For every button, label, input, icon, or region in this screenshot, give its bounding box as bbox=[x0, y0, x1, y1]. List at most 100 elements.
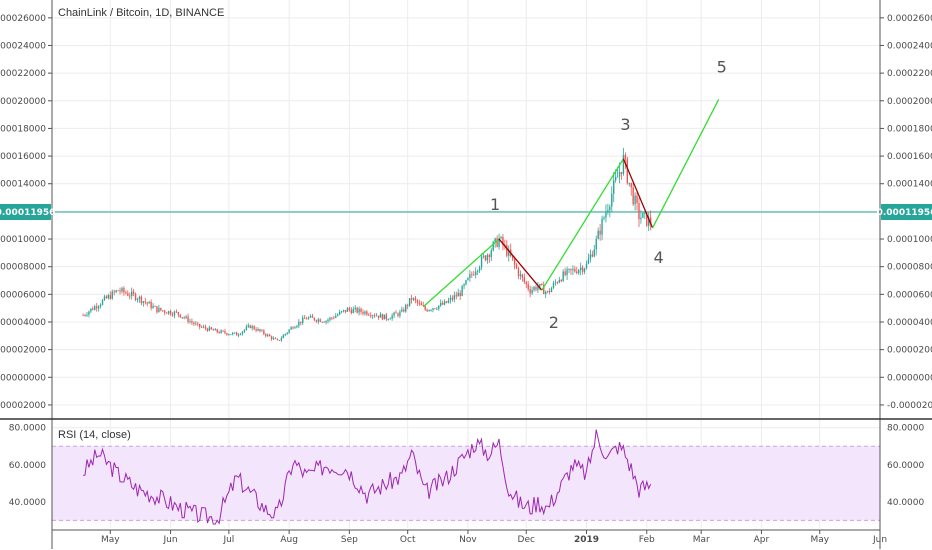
candle-body bbox=[496, 238, 498, 247]
candle-body bbox=[235, 332, 238, 336]
candle-body bbox=[257, 329, 259, 331]
candle-body bbox=[342, 310, 345, 312]
candle-body bbox=[471, 274, 473, 276]
candle-body bbox=[418, 302, 421, 304]
candles-layer bbox=[82, 147, 652, 342]
candle-body bbox=[550, 287, 553, 293]
candle-body bbox=[607, 210, 609, 212]
candle-body bbox=[261, 330, 263, 332]
candle-body bbox=[249, 325, 251, 329]
candle-body bbox=[181, 317, 183, 319]
candle-body bbox=[241, 331, 244, 334]
candle-body bbox=[620, 172, 623, 174]
y-tick-label-right: 0.00010000 bbox=[887, 235, 932, 245]
candle-body bbox=[630, 182, 632, 188]
candle-body bbox=[317, 319, 319, 322]
candle-body bbox=[284, 333, 286, 336]
candle-body bbox=[420, 303, 422, 306]
candle-body bbox=[173, 311, 176, 316]
candle-body bbox=[599, 230, 601, 235]
candle-body bbox=[593, 249, 595, 257]
candle-body bbox=[210, 327, 213, 330]
candle-body bbox=[498, 238, 500, 247]
y-tick-label-right: 0.00000000 bbox=[887, 373, 932, 383]
y-tick-label-left: 0.00014000 bbox=[0, 180, 46, 190]
rsi-tick-label-right: 80.0000 bbox=[887, 424, 924, 434]
candle-body bbox=[325, 321, 327, 323]
candle-body bbox=[156, 306, 158, 313]
candle-body bbox=[434, 308, 436, 310]
candle-body bbox=[506, 245, 508, 256]
candle-body bbox=[327, 319, 329, 322]
candle-body bbox=[628, 182, 630, 184]
candle-body bbox=[251, 326, 253, 329]
candle-body bbox=[286, 332, 288, 334]
x-tick-label: May bbox=[101, 535, 120, 545]
candle-body bbox=[101, 300, 104, 305]
candle-body bbox=[589, 254, 592, 260]
candle-body bbox=[99, 304, 102, 307]
candle-body bbox=[482, 255, 485, 257]
candle-body bbox=[640, 217, 642, 220]
x-tick-label: May bbox=[810, 535, 829, 545]
candle-body bbox=[130, 291, 133, 297]
y-tick-label-right: 0.00004000 bbox=[887, 318, 932, 328]
candle-body bbox=[90, 308, 92, 312]
wave-segment-3 bbox=[541, 158, 624, 291]
candle-body bbox=[486, 254, 489, 261]
candle-body bbox=[206, 328, 209, 331]
candle-body bbox=[517, 268, 520, 277]
candle-body bbox=[614, 176, 617, 181]
candle-body bbox=[96, 306, 98, 309]
candle-body bbox=[109, 295, 112, 299]
y-tick-label-left: 0.00008000 bbox=[0, 263, 46, 273]
candle-body bbox=[383, 314, 386, 320]
candle-body bbox=[476, 270, 479, 272]
candle-body bbox=[158, 307, 160, 313]
y-tick-label-left: 0.00020000 bbox=[0, 97, 46, 107]
candle-body bbox=[558, 279, 560, 283]
candle-body bbox=[410, 298, 413, 300]
x-tick-label: Jul bbox=[222, 535, 234, 545]
candle-body bbox=[490, 250, 492, 258]
candle-body bbox=[111, 291, 113, 299]
candle-body bbox=[364, 311, 366, 314]
candle-body bbox=[344, 310, 347, 312]
candle-body bbox=[107, 295, 110, 299]
y-tick-label-right: 0.00018000 bbox=[887, 124, 932, 134]
candle-body bbox=[272, 338, 275, 340]
candle-body bbox=[154, 306, 156, 307]
x-tick-label: Dec bbox=[518, 535, 535, 545]
candle-body bbox=[609, 206, 611, 211]
wave-lines-layer bbox=[422, 99, 720, 308]
candle-body bbox=[185, 316, 187, 318]
candle-body bbox=[624, 154, 627, 160]
candle-body bbox=[500, 236, 502, 239]
candle-body bbox=[237, 334, 240, 336]
y-tick-label-right: 0.00020000 bbox=[887, 97, 932, 107]
candle-body bbox=[519, 274, 522, 277]
candle-body bbox=[408, 298, 411, 306]
candle-body bbox=[562, 271, 564, 282]
x-tick-label: Feb bbox=[639, 535, 655, 545]
x-tick-label: Oct bbox=[400, 535, 416, 545]
candle-body bbox=[94, 306, 96, 310]
candle-body bbox=[288, 329, 290, 333]
candle-body bbox=[523, 277, 526, 282]
y-tick-label-left: 0.00018000 bbox=[0, 124, 46, 134]
candle-body bbox=[638, 203, 640, 220]
candle-body bbox=[548, 291, 551, 293]
y-tick-label-right: 0.00016000 bbox=[887, 152, 932, 162]
candle-body bbox=[515, 264, 518, 269]
candle-body bbox=[381, 314, 384, 320]
candle-body bbox=[140, 296, 143, 304]
candle-body bbox=[426, 309, 428, 312]
candle-body bbox=[255, 329, 257, 331]
candle-body bbox=[453, 295, 456, 300]
candle-body bbox=[335, 315, 337, 318]
candle-body bbox=[88, 311, 90, 315]
candle-body bbox=[372, 315, 374, 317]
